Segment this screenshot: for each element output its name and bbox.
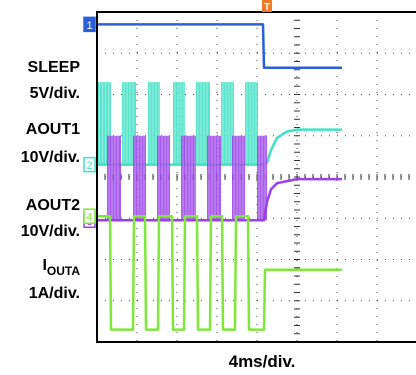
channel-2-scale: 10V/div. xyxy=(21,149,80,166)
channel-2-ground-marker xyxy=(83,156,96,173)
channel-1-scale: 5V/div. xyxy=(30,85,80,102)
pwm-burst xyxy=(196,82,210,165)
x-axis-label: 4ms/div. xyxy=(229,352,296,371)
pwm-burst xyxy=(133,135,146,221)
channel-4-trace xyxy=(97,214,342,331)
traces xyxy=(97,23,342,331)
channel-3-name: AOUT2 xyxy=(26,197,80,214)
channel-4-scale: 1A/div. xyxy=(29,285,80,302)
channel-3-line xyxy=(97,177,342,222)
pwm-burst xyxy=(232,135,245,221)
channel-1-ground-marker xyxy=(83,16,96,33)
channel-4-name: IOUTA xyxy=(42,257,80,278)
channel-1-line xyxy=(97,23,342,69)
pwm-burst xyxy=(207,135,221,221)
channel-3-scale: 10V/div. xyxy=(21,223,80,240)
channel-1-trace xyxy=(97,23,342,69)
channel-3-trace xyxy=(97,135,342,222)
trigger-marker-box xyxy=(262,0,272,12)
channel-2-number: 2 xyxy=(86,160,92,172)
channel-4-number: 4 xyxy=(86,212,92,224)
plot-frame xyxy=(96,11,416,343)
channel-1-name: SLEEP xyxy=(28,59,81,76)
pwm-burst xyxy=(157,135,170,221)
channel-4-line xyxy=(97,214,342,331)
pwm-burst xyxy=(107,135,121,221)
channel-2-name: AOUT1 xyxy=(26,121,80,138)
channel-1-number: 1 xyxy=(86,20,92,32)
pwm-burst xyxy=(221,82,234,165)
channel-4-ground-marker xyxy=(83,208,96,224)
trigger-marker: T xyxy=(262,0,272,13)
pwm-burst xyxy=(181,135,196,221)
channel-labels: 1SLEEP5V/div.2AOUT110V/div.3AOUT210V/div… xyxy=(21,16,96,302)
pwm-burst xyxy=(245,82,258,165)
pwm-burst xyxy=(122,82,136,165)
trigger-marker-label: T xyxy=(264,2,270,13)
pwm-burst xyxy=(257,135,267,221)
